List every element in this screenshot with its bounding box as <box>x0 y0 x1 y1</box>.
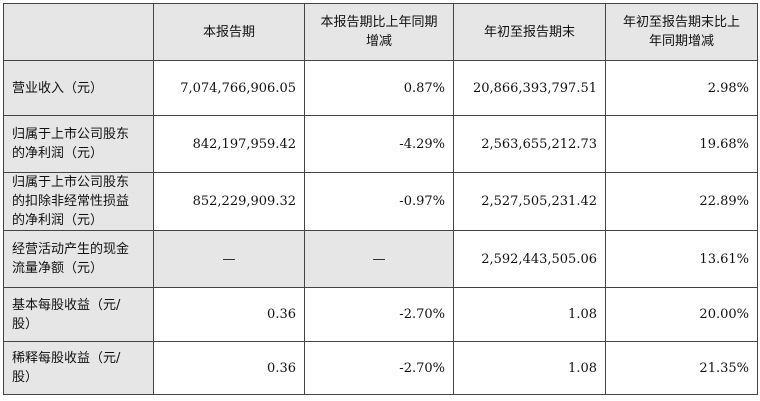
row-label-line: 基本每股收益（元/ <box>12 297 121 313</box>
ytd-value: 2,563,655,212.73 <box>453 115 606 173</box>
row-label-line: 营业收入（元） <box>12 80 104 96</box>
ytd-value: 20,866,393,797.51 <box>453 60 606 116</box>
row-label-line: 归属于上市公司股东 <box>12 175 130 190</box>
current-period-change-value: -4.29% <box>304 115 454 173</box>
row-label: 经营活动产生的现金 流量净额（元） <box>3 230 154 288</box>
table-row: 归属于上市公司股东 的扣除非经常性损益 的净利润（元） 852,229,909.… <box>3 172 758 231</box>
row-label-line: 归属于上市公司股东 <box>12 127 130 142</box>
row-label-line: 股） <box>12 316 39 332</box>
ytd-value: 2,527,505,231.42 <box>453 172 606 231</box>
ytd-change-value: 19.68% <box>605 115 758 173</box>
row-label: 归属于上市公司股东 的扣除非经常性损益 的净利润（元） <box>3 172 154 231</box>
ytd-change-value: 20.00% <box>605 287 758 342</box>
ytd-change-value: 13.61% <box>605 230 758 288</box>
row-label-line: 的净利润（元） <box>12 213 104 228</box>
table-row: 营业收入（元） 7,074,766,906.05 0.87% 20,866,39… <box>3 60 758 116</box>
table-row: 基本每股收益（元/ 股） 0.36 -2.70% 1.08 20.00% <box>3 287 758 342</box>
header-ytd-change-line2: 年同期增减 <box>648 34 714 49</box>
header-ytd-change: 年初至报告期末比上 年同期增减 <box>605 3 758 61</box>
row-label-line: 的扣除非经常性损益 <box>12 194 130 209</box>
ytd-change-value: 2.98% <box>605 60 758 116</box>
ytd-value: 1.08 <box>453 287 606 342</box>
row-label: 基本每股收益（元/ 股） <box>3 287 154 342</box>
ytd-value: 2,592,443,505.06 <box>453 230 606 288</box>
table-header-row: 本报告期 本报告期比上年同期 增减 年初至报告期末 年初至报告期末比上 年同期增… <box>3 3 758 61</box>
row-label-line: 股） <box>12 370 39 385</box>
current-period-value: 842,197,959.42 <box>153 115 305 173</box>
current-period-change-value: -2.70% <box>304 287 454 342</box>
header-ytd: 年初至报告期末 <box>453 3 606 61</box>
table-row: 归属于上市公司股东 的净利润（元） 842,197,959.42 -4.29% … <box>3 115 758 173</box>
current-period-value: 852,229,909.32 <box>153 172 305 231</box>
row-label: 营业收入（元） <box>3 60 154 116</box>
current-period-value: — <box>153 230 305 288</box>
row-label-line: 经营活动产生的现金 <box>12 242 130 257</box>
row-label-line: 稀释每股收益（元/ <box>12 351 121 366</box>
current-period-change-value: -2.70% <box>304 341 454 395</box>
row-label: 稀释每股收益（元/ 股） <box>3 341 154 395</box>
table-row: 稀释每股收益（元/ 股） 0.36 -2.70% 1.08 21.35% <box>3 341 758 395</box>
header-current-period-change-line1: 本报告期比上年同期 <box>320 15 438 30</box>
header-corner-cell <box>3 3 154 61</box>
header-current-period: 本报告期 <box>153 3 305 61</box>
ytd-value: 1.08 <box>453 341 606 395</box>
row-label: 归属于上市公司股东 的净利润（元） <box>3 115 154 173</box>
current-period-change-value: 0.87% <box>304 60 454 116</box>
header-ytd-change-line1: 年初至报告期末比上 <box>622 15 740 30</box>
current-period-value: 0.36 <box>153 287 305 342</box>
header-current-period-change-line2: 增减 <box>365 34 392 49</box>
ytd-change-value: 22.89% <box>605 172 758 231</box>
current-period-change-value: — <box>304 230 454 288</box>
header-current-period-change: 本报告期比上年同期 增减 <box>304 3 454 61</box>
financial-data-table: 本报告期 本报告期比上年同期 增减 年初至报告期末 年初至报告期末比上 年同期增… <box>3 3 758 395</box>
ytd-change-value: 21.35% <box>605 341 758 395</box>
current-period-value: 7,074,766,906.05 <box>153 60 305 116</box>
current-period-value: 0.36 <box>153 341 305 395</box>
financial-data-table-container: 本报告期 本报告期比上年同期 增减 年初至报告期末 年初至报告期末比上 年同期增… <box>3 3 758 395</box>
table-row: 经营活动产生的现金 流量净额（元） — — 2,592,443,505.06 1… <box>3 230 758 288</box>
row-label-line: 流量净额（元） <box>12 261 104 276</box>
row-label-line: 的净利润（元） <box>12 146 104 161</box>
current-period-change-value: -0.97% <box>304 172 454 231</box>
